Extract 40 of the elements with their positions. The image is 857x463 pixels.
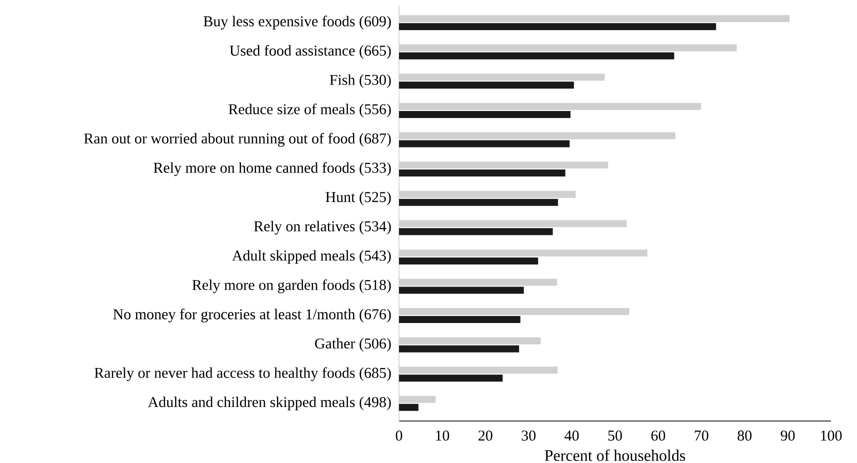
bar — [399, 374, 503, 382]
x-tick-label: 70 — [694, 430, 708, 441]
x-tick-label: 90 — [780, 430, 795, 441]
y-tick-label: Rely on relatives (534) — [254, 220, 391, 234]
x-tick-label: 100 — [821, 430, 842, 441]
y-tick-label: Used food assistance (665) — [230, 45, 391, 59]
bar — [399, 404, 418, 411]
bar — [399, 228, 553, 236]
bar — [399, 82, 574, 89]
x-tick-label: 30 — [522, 430, 536, 441]
x-tick-label: 60 — [651, 430, 666, 441]
x-axis-title: Percent of households — [544, 450, 686, 461]
y-tick-label: Ran out or worried about running out of food (687) — [84, 132, 391, 147]
y-tick-label: Buy less expensive foods (609) — [204, 16, 391, 30]
bar — [399, 198, 558, 206]
bar — [399, 170, 566, 177]
bar — [399, 316, 520, 324]
y-tick-label: Adult skipped meals (543) — [232, 250, 391, 264]
x-tick-label: 80 — [738, 430, 752, 441]
y-tick-label: Rarely or never had access to healthy foods (685) — [94, 367, 391, 382]
bar — [399, 345, 520, 352]
x-tick-label: 40 — [564, 430, 579, 441]
x-tick-label: 0 — [396, 430, 402, 441]
y-tick-label: Adults and children skipped meals (498) — [148, 396, 391, 410]
x-tick-label: 10 — [436, 430, 450, 441]
bar — [399, 110, 570, 118]
bar — [399, 257, 538, 264]
y-tick-label: Fish (530) — [330, 74, 391, 88]
y-tick-label: Gather (506) — [315, 338, 391, 352]
y-tick-label: Hunt (525) — [326, 192, 391, 206]
y-tick-label: Rely more on garden foods (518) — [192, 279, 391, 294]
x-tick-label: 20 — [478, 430, 492, 441]
x-tick-label: 50 — [608, 430, 622, 441]
bar — [399, 52, 674, 60]
bar — [399, 23, 716, 30]
bar — [399, 286, 524, 294]
bar — [399, 140, 570, 148]
y-tick-label: Rely more on home canned foods (533) — [154, 162, 391, 176]
y-tick-label: Reduce size of meals (556) — [228, 104, 391, 118]
y-tick-label: No money for groceries at least 1/month (676) — [113, 308, 391, 322]
